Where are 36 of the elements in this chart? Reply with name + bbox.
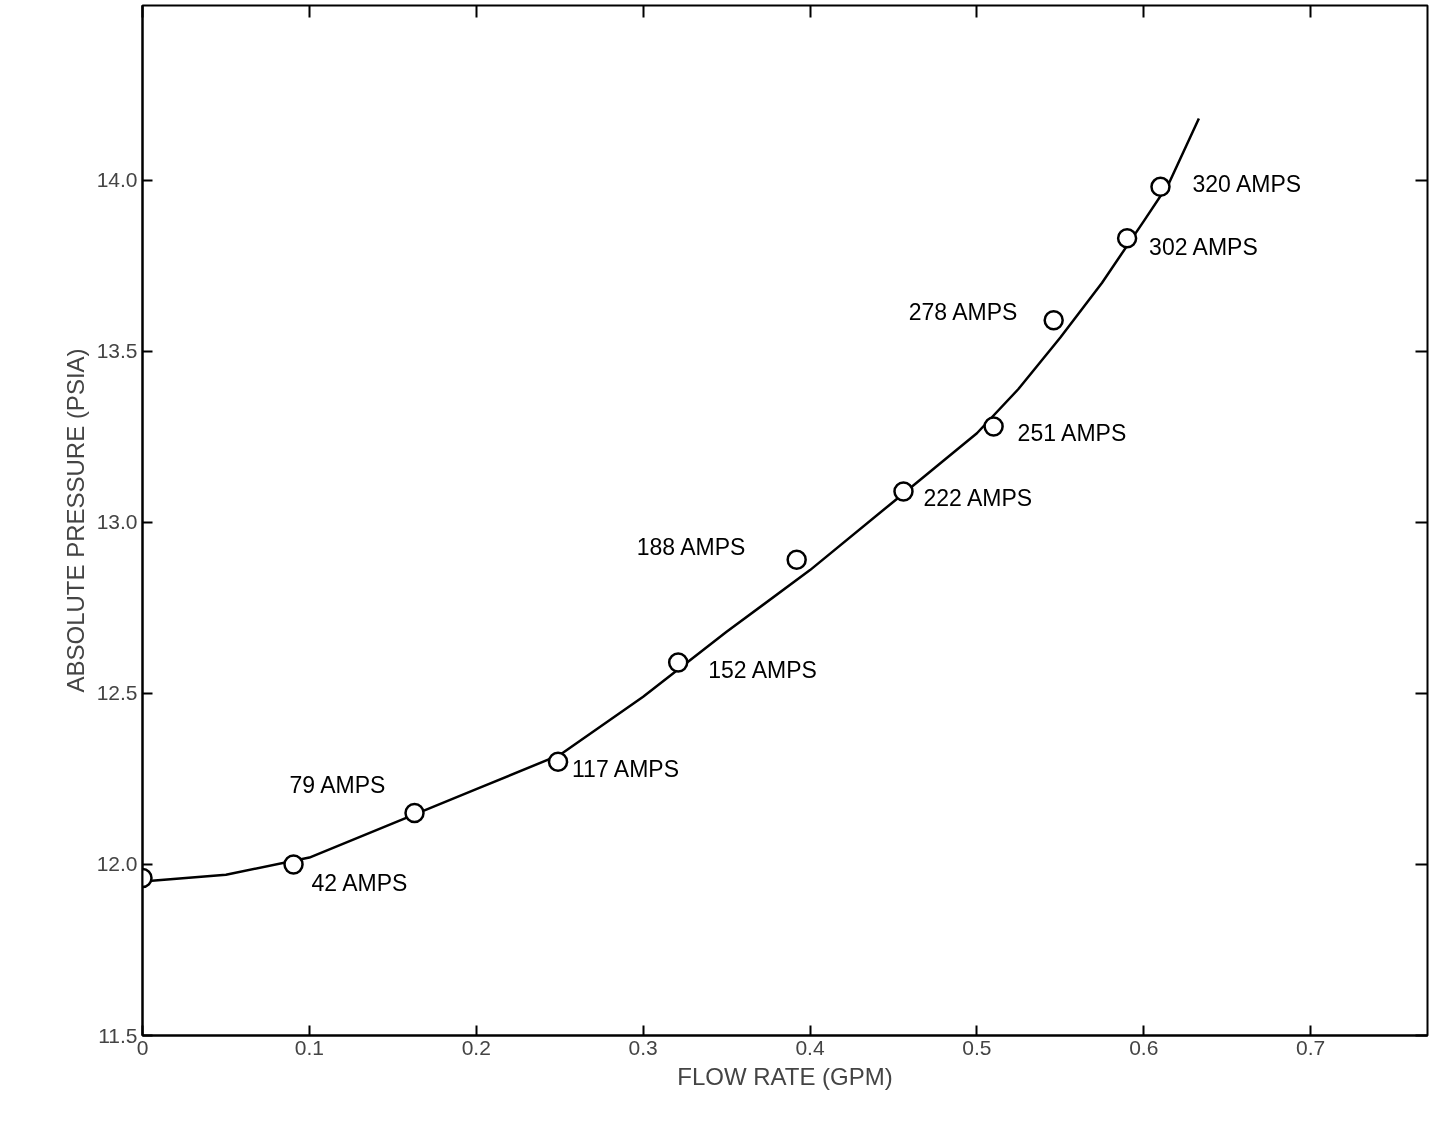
x-tick-label: 0.7 [1296, 1035, 1326, 1059]
annotation: 251 AMPS [1017, 420, 1127, 447]
point [404, 802, 425, 824]
y-tick-label: 12.0 [96, 852, 138, 876]
point [283, 854, 304, 875]
point [1043, 310, 1064, 331]
x-tick-label: 0.4 [795, 1035, 825, 1059]
point [1150, 176, 1171, 198]
x-axis-title: FLOW RATE (GPM) [677, 1062, 893, 1090]
x-tick-label: 0.5 [962, 1035, 992, 1059]
x-tick-label: 0.1 [294, 1035, 324, 1059]
point [667, 652, 689, 673]
x-tick-label: 0 [136, 1035, 149, 1059]
y-tick-label: 11.5 [98, 1023, 138, 1047]
annotation: 188 AMPS [636, 533, 746, 560]
y-tick-label: 13.0 [96, 510, 138, 534]
y-tick-label: 12.5 [96, 681, 138, 705]
point [893, 481, 914, 502]
x-tick-label: 0.6 [1129, 1035, 1159, 1059]
point [547, 751, 569, 772]
annotation: 278 AMPS [908, 299, 1018, 326]
x-tick-label: 0.2 [461, 1035, 491, 1059]
annotation: 79 AMPS [289, 772, 386, 799]
annotation: 302 AMPS [1149, 234, 1258, 261]
annotation: 42 AMPS [311, 870, 408, 897]
annotation: 222 AMPS [923, 485, 1033, 512]
point [983, 416, 1004, 437]
y-tick-label: 13.5 [96, 339, 138, 363]
point [786, 549, 807, 571]
annotation: 117 AMPS [572, 755, 680, 782]
annotation: 152 AMPS [708, 656, 817, 683]
y-axis-title: ABSOLUTE PRESSURE (PSIA) [61, 348, 89, 693]
x-tick-label: 0.3 [628, 1035, 658, 1059]
point [1116, 227, 1138, 249]
y-tick-label: 14.0 [96, 168, 138, 192]
annotation: 320 AMPS [1192, 170, 1302, 197]
